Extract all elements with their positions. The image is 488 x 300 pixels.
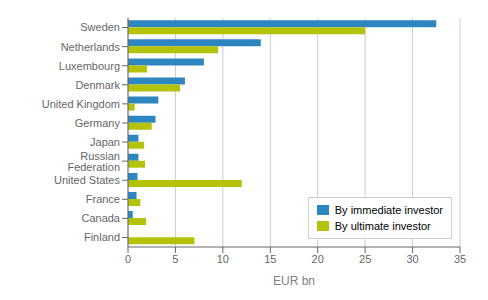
svg-text:RussianFederation: RussianFederation: [67, 150, 120, 173]
svg-text:Finland: Finland: [84, 231, 120, 243]
html-text:By ultimate investor: By ultimate investor: [334, 220, 431, 232]
svg-text:5: 5: [172, 253, 178, 265]
svg-text:30: 30: [406, 253, 418, 265]
svg-text:Netherlands: Netherlands: [61, 41, 121, 53]
svg-text:Luxembourg: Luxembourg: [59, 60, 120, 72]
svg-text:Sweden: Sweden: [80, 21, 120, 33]
svg-text:United Kingdom: United Kingdom: [42, 98, 120, 110]
svg-text:EUR bn: EUR bn: [273, 274, 315, 288]
svg-text:Japan: Japan: [90, 136, 120, 148]
svg-text:25: 25: [359, 253, 371, 265]
svg-text:0: 0: [125, 253, 131, 265]
html-text:By immediate investor: By immediate investor: [334, 204, 443, 216]
svg-text:35: 35: [454, 253, 466, 265]
svg-text:United States: United States: [54, 174, 121, 186]
svg-text:15: 15: [264, 253, 276, 265]
svg-text:Denmark: Denmark: [75, 79, 120, 91]
svg-text:Canada: Canada: [81, 212, 120, 224]
svg-text:Germany: Germany: [75, 117, 121, 129]
svg-text:20: 20: [312, 253, 324, 265]
svg-text:10: 10: [217, 253, 229, 265]
svg-text:France: France: [86, 193, 120, 205]
